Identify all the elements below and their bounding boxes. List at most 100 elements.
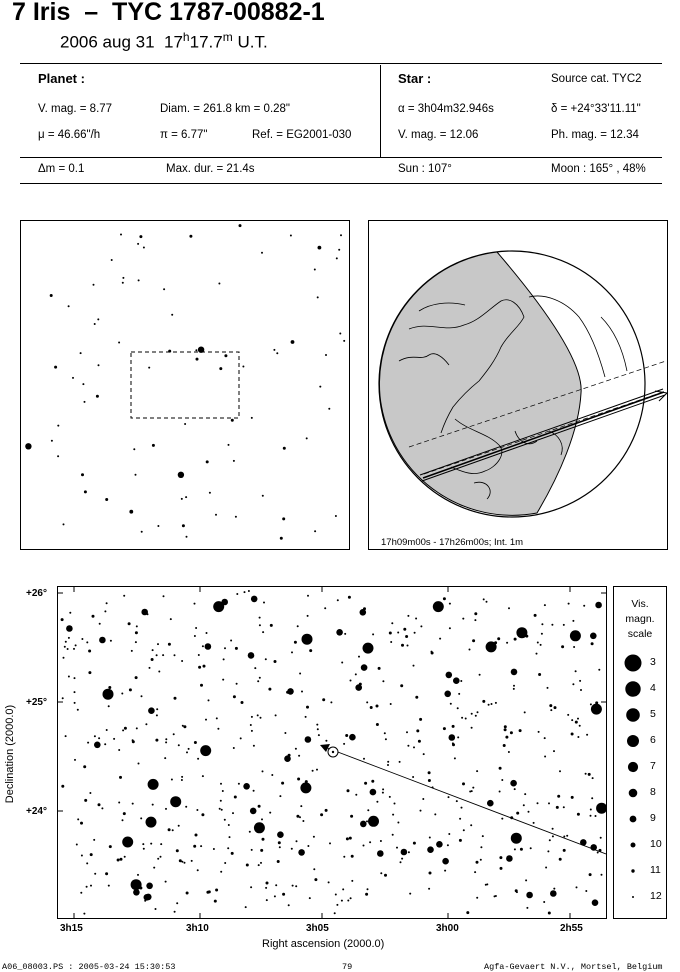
star-dot [314,878,318,882]
star-dot [457,736,460,739]
star-dot [350,814,354,818]
star-dot [148,366,151,369]
star-dot [343,855,346,858]
star-dot [130,649,133,652]
star-dot [113,737,116,740]
scale-dot [630,842,636,848]
star-dot [145,723,148,726]
star-dot [510,779,517,787]
star-dot [363,757,365,760]
star-dot [308,897,311,900]
star-dot [400,684,404,688]
star-dot [576,812,580,816]
star-dot [330,701,333,704]
star-dot [232,747,235,749]
star-dot [377,850,384,857]
table-bottom-rule [20,183,662,184]
star-dot [273,895,276,898]
star-dot [289,234,292,237]
star-dot [397,631,400,634]
star-dot [322,698,326,702]
scale-mag-label: 12 [650,890,662,902]
star-dot [86,641,89,644]
star-dot [202,664,206,668]
star-dot [335,257,338,260]
star-dot [579,679,582,682]
star-dot [227,824,230,826]
star-dot [317,734,320,737]
star-dot [479,858,482,861]
star-dot [173,910,176,913]
scale-mag-label: 7 [650,760,656,772]
star-dot [147,778,159,790]
star-dot [586,733,589,736]
star-chart [57,586,607,919]
star-dot [239,737,242,740]
star-dot [142,847,145,850]
star-dot [131,802,134,805]
coastlines [398,295,628,500]
star-dot [334,515,337,517]
star-dot [314,530,317,533]
star-dot [252,655,255,658]
star-dot [261,770,264,773]
star-dot [460,806,463,809]
star-dot [122,812,126,816]
star-dot [165,741,168,744]
scale-dot [632,896,634,898]
planet-ref: Ref. = EG2001-030 [252,129,352,141]
star-dot [88,671,92,675]
star-dot [549,704,553,708]
star-dot [503,725,507,729]
star-dot [105,498,109,501]
star-dot [169,618,172,621]
star-dot [260,861,262,864]
star-dot [171,829,174,832]
star-dot [197,757,200,760]
delta-mag: Δm = 0.1 [38,163,85,175]
star-dot [451,724,455,728]
star-dot [388,795,391,798]
star-dot [201,813,205,817]
star-dot [482,598,485,601]
star-dot [242,365,245,368]
star-dot [387,760,390,763]
star-dot [104,743,107,746]
star-dot [83,912,86,915]
scale-mag-label: 6 [650,734,656,746]
star-dot [249,724,252,726]
star-dot [306,614,309,617]
star-dot [193,602,196,605]
star-dot [551,835,554,838]
star-dot [548,802,550,805]
star-dot [257,804,261,808]
star-dot [412,776,415,778]
star-dot [173,654,176,657]
star-dot [276,860,280,863]
star-dot [449,702,452,705]
star-dot [388,631,392,635]
star-dot [222,658,225,661]
star-dot [278,846,281,849]
star-dot [427,779,431,782]
star-dot [526,906,529,909]
star-dot [165,807,167,810]
star-dot [230,639,233,642]
star-dot [299,672,302,675]
star-dot [137,873,139,876]
star-dot [563,835,566,838]
star-dot [316,768,318,771]
star-dot [487,703,490,706]
star-dot [227,443,230,446]
star-dot [316,723,319,726]
star-dot [415,695,419,699]
star-dot [287,688,294,695]
star-dot [137,762,140,765]
star-dot [368,815,379,827]
star-dot [355,684,363,691]
star-dot [261,818,263,821]
star-dot [66,625,73,632]
star-dot [364,781,368,785]
star-dot [498,766,502,770]
star-dot [499,856,503,860]
